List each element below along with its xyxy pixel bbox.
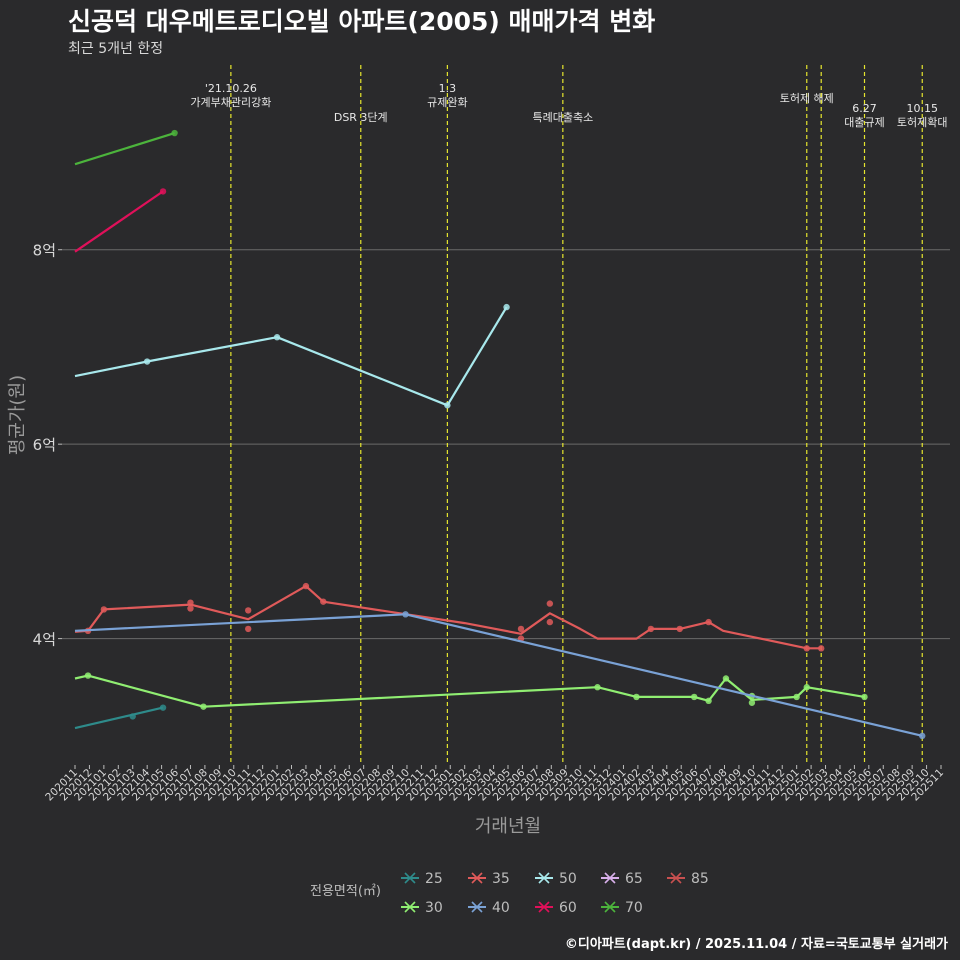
data-point-35: [818, 645, 825, 652]
policy-label: 1.3: [439, 82, 457, 95]
data-point-35: [546, 618, 554, 626]
legend-key-cross: [471, 872, 483, 884]
data-point-35: [187, 605, 194, 612]
legend-key-cross: [404, 872, 416, 884]
policy-label: 특례대출축소: [532, 111, 593, 124]
data-point-30: [861, 693, 868, 701]
chart-title: 신공덕 대우메트로디오빌 아파트(2005) 매매가격 변화: [68, 7, 656, 36]
data-point-30: [722, 675, 730, 682]
policy-label: 토허제확대: [897, 116, 948, 129]
data-point-25: [129, 713, 136, 720]
data-point-30: [200, 703, 207, 710]
y-axis-title: 평균가(원): [7, 375, 28, 455]
legend-label-35: 35: [492, 871, 510, 887]
data-point-35: [245, 625, 252, 633]
ytick-label: 8억: [33, 242, 56, 260]
data-point-35: [803, 645, 810, 652]
data-point-50: [273, 334, 281, 341]
legend-label-65: 65: [625, 871, 643, 887]
data-point-35: [320, 598, 327, 605]
data-point-35: [302, 582, 310, 590]
series-line-25: [74, 706, 164, 730]
data-point-35: [546, 600, 554, 607]
policy-label: '21.10.26: [205, 82, 257, 95]
series-line-30: [74, 674, 865, 708]
data-point-35: [647, 625, 655, 633]
legend-key-cross: [471, 901, 483, 913]
legend-label-40: 40: [492, 900, 510, 916]
legend-key-cross: [604, 872, 616, 884]
data-point-50: [503, 303, 510, 311]
data-point-70: [171, 129, 178, 137]
series-line-70: [74, 132, 175, 166]
source-caption: ©디아파트(dapt.kr) / 2025.11.04 / 자료=국토교통부 실…: [564, 937, 948, 952]
data-point-40: [402, 611, 409, 618]
legend-key-cross: [538, 872, 550, 884]
legend-label-85: 85: [691, 871, 709, 887]
data-point-30: [594, 684, 601, 691]
policy-label: DSR 3단계: [334, 111, 388, 124]
data-point-30: [803, 684, 810, 691]
data-point-30: [705, 697, 712, 705]
data-point-50: [143, 358, 151, 365]
data-point-40: [919, 732, 926, 740]
policy-label: 10.15: [906, 102, 938, 115]
legend-label-25: 25: [425, 871, 443, 887]
data-point-50: [444, 402, 451, 409]
legend-key-cross: [404, 901, 416, 913]
legend-label-70: 70: [625, 900, 643, 916]
data-point-30: [748, 699, 756, 706]
chart-subtitle: 최근 5개년 한정: [68, 41, 164, 57]
policy-label: 6.27: [852, 102, 877, 115]
ytick-label: 6억: [33, 436, 56, 454]
legend-key-cross: [670, 872, 682, 884]
data-point-35: [100, 606, 108, 613]
legend-title: 전용면적(㎡): [310, 884, 381, 899]
ytick-label: 4억: [33, 631, 56, 649]
data-point-30: [690, 693, 698, 701]
series-line-50: [74, 306, 508, 407]
data-point-35: [517, 625, 525, 633]
data-point-60: [159, 188, 167, 195]
data-point-25: [159, 704, 167, 711]
data-point-30: [84, 672, 92, 679]
x-axis-title: 거래년월: [475, 816, 541, 837]
legend-label-60: 60: [559, 900, 577, 916]
legend-key-cross: [604, 901, 616, 913]
data-point-35: [705, 618, 712, 626]
series-line-60: [74, 190, 164, 253]
policy-label: 토허제 해제: [780, 91, 834, 105]
policy-label: 대출규제: [844, 116, 884, 129]
data-point-35: [245, 607, 252, 614]
legend-key-cross: [538, 901, 550, 913]
data-point-35: [187, 599, 194, 606]
policy-label: 규제완화: [427, 96, 467, 109]
data-point-35: [676, 625, 683, 633]
legend-label-50: 50: [559, 871, 577, 887]
legend-label-30: 30: [425, 900, 443, 916]
data-point-30: [793, 693, 800, 701]
policy-label: 가계부채관리강화: [190, 96, 271, 109]
data-point-30: [633, 693, 640, 701]
series-line-40: [74, 613, 923, 737]
